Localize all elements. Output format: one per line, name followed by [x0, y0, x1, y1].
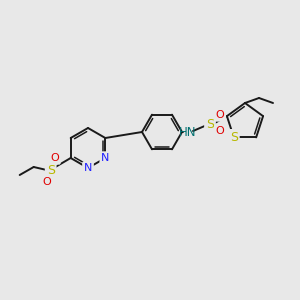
Text: N: N	[84, 163, 92, 173]
Text: O: O	[50, 153, 59, 163]
Text: S: S	[47, 164, 55, 176]
Text: O: O	[216, 110, 224, 120]
Text: S: S	[206, 118, 214, 130]
Text: O: O	[42, 177, 51, 187]
Text: HN: HN	[179, 125, 197, 139]
Text: O: O	[216, 126, 224, 136]
Text: S: S	[230, 131, 238, 144]
Text: N: N	[101, 153, 110, 163]
